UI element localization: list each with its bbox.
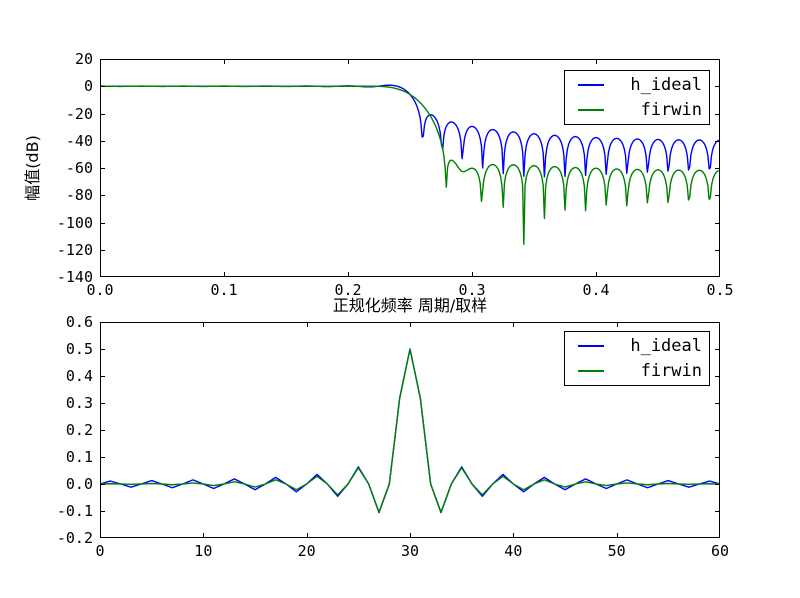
- legend-item-firwin: firwin: [565, 98, 709, 122]
- x-tick-label: 0.5: [706, 281, 734, 299]
- y-axis-label: 幅值(dB): [23, 135, 42, 201]
- y-tick-label: -40: [65, 131, 93, 150]
- y-tick-label: 0.2: [65, 421, 93, 439]
- legend-line-sample-firwin: [578, 109, 604, 112]
- x-tick-label: 30: [400, 542, 420, 560]
- y-tick-label: -100: [56, 213, 93, 232]
- impulse-response-plot-area: [100, 322, 720, 538]
- y-tick-label: -0.2: [56, 529, 93, 547]
- y-tick-label: -140: [56, 268, 93, 286]
- magnitude-response-plot-area: [100, 59, 720, 277]
- y-tick-label: 0.4: [65, 367, 93, 385]
- legend-label: h_ideal: [630, 335, 702, 356]
- series-line-firwin: [100, 85, 720, 245]
- x-tick-label: 50: [607, 542, 626, 560]
- legend-label: h_ideal: [630, 74, 702, 95]
- x-tick-label: 20: [297, 542, 316, 560]
- y-tick-label: -80: [65, 186, 93, 205]
- axes-frame: [100, 59, 720, 277]
- x-tick-label: 10: [194, 542, 213, 560]
- x-tick-label: 0: [95, 542, 105, 560]
- series-line-firwin: [100, 348, 720, 513]
- axes-frame: [100, 322, 720, 538]
- y-tick-label: -120: [56, 240, 93, 259]
- x-tick-label: 0.1: [210, 281, 238, 299]
- y-tick-label: 0.1: [65, 448, 93, 466]
- legend-line-sample-firwin: [578, 370, 604, 373]
- y-tick-label: 0.6: [65, 313, 93, 331]
- x-tick-label: 0.3: [458, 281, 486, 299]
- legend-line-sample-h-ideal: [578, 344, 604, 347]
- x-tick-label: 40: [504, 542, 523, 560]
- y-tick-label: 0: [83, 77, 93, 96]
- legend-item-firwin: firwin: [565, 359, 709, 383]
- y-tick-label: -60: [65, 159, 93, 177]
- y-tick-label: 20: [74, 50, 93, 68]
- y-tick-label: 0.5: [65, 340, 93, 358]
- legend-top-chart: h_ideal firwin: [564, 70, 710, 125]
- x-tick-label: 0.4: [582, 281, 610, 299]
- y-tick-label: 0.0: [65, 475, 93, 493]
- legend-item-h-ideal: h_ideal: [565, 334, 709, 358]
- y-tick-label: 0.3: [65, 394, 93, 412]
- legend-label: firwin: [640, 100, 702, 121]
- x-tick-label: 0.2: [334, 281, 362, 299]
- legend-bottom-chart: h_ideal firwin: [564, 331, 710, 386]
- x-tick-label: 0.0: [86, 281, 114, 299]
- x-tick-label: 60: [710, 542, 730, 560]
- y-tick-label: -0.1: [56, 502, 93, 520]
- legend-line-sample-h-ideal: [578, 83, 604, 86]
- legend-label: firwin: [640, 361, 702, 382]
- x-axis-label: 正规化频率 周期/取样: [332, 296, 488, 315]
- y-tick-label: -20: [65, 104, 93, 123]
- legend-item-h-ideal: h_ideal: [565, 73, 709, 97]
